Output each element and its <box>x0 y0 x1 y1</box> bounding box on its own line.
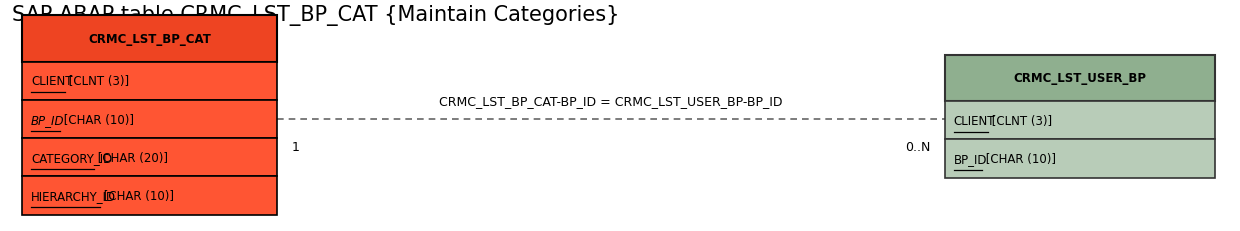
Text: CRMC_LST_BP_CAT-BP_ID = CRMC_LST_USER_BP-BP_ID: CRMC_LST_BP_CAT-BP_ID = CRMC_LST_USER_BP… <box>439 95 782 108</box>
Text: [CHAR (10)]: [CHAR (10)] <box>60 113 134 126</box>
Text: CLIENT: CLIENT <box>31 75 72 88</box>
Text: 0..N: 0..N <box>905 141 930 154</box>
Bar <box>945 55 1215 102</box>
Bar <box>22 16 277 62</box>
Text: [CLNT (3)]: [CLNT (3)] <box>66 75 129 88</box>
Text: HIERARCHY_ID: HIERARCHY_ID <box>31 189 117 202</box>
Text: CRMC_LST_USER_BP: CRMC_LST_USER_BP <box>1013 72 1147 85</box>
Bar <box>945 140 1215 178</box>
Bar <box>22 62 277 100</box>
Text: [CHAR (10)]: [CHAR (10)] <box>982 152 1056 165</box>
Text: [CHAR (20)]: [CHAR (20)] <box>94 151 169 164</box>
Text: CLIENT: CLIENT <box>954 114 994 127</box>
Text: BP_ID: BP_ID <box>954 152 987 165</box>
Text: CATEGORY_ID: CATEGORY_ID <box>31 151 113 164</box>
Bar <box>22 139 277 177</box>
Text: [CLNT (3)]: [CLNT (3)] <box>988 114 1052 127</box>
Text: 1: 1 <box>291 141 299 154</box>
Text: SAP ABAP table CRMC_LST_BP_CAT {Maintain Categories}: SAP ABAP table CRMC_LST_BP_CAT {Maintain… <box>12 5 620 26</box>
Text: [CHAR (10)]: [CHAR (10)] <box>99 189 174 202</box>
Bar <box>22 177 277 215</box>
Bar <box>945 102 1215 140</box>
Text: CRMC_LST_BP_CAT: CRMC_LST_BP_CAT <box>88 33 211 46</box>
Text: BP_ID: BP_ID <box>31 113 64 126</box>
Bar <box>22 100 277 139</box>
